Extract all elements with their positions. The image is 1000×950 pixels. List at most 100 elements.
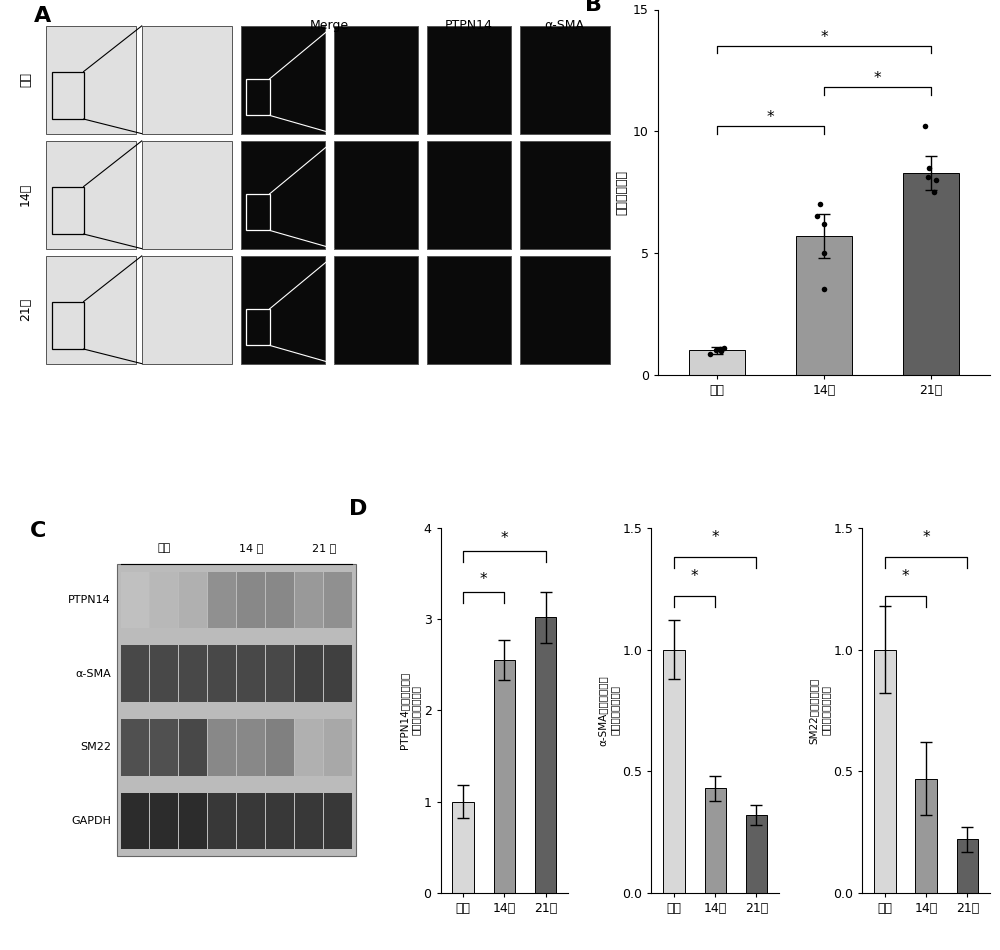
Point: [816, 245, 832, 260]
Bar: [208, 792, 236, 849]
Bar: [179, 792, 207, 849]
Bar: [117, 564, 356, 857]
Bar: [237, 792, 265, 849]
Text: *: *: [874, 71, 881, 86]
Bar: [903, 173, 959, 374]
Text: 对照: 对照: [19, 72, 32, 87]
Bar: [520, 256, 610, 364]
Point: [920, 170, 936, 185]
Bar: [324, 719, 352, 775]
Bar: [324, 645, 352, 702]
Bar: [266, 792, 294, 849]
Text: *: *: [767, 110, 774, 125]
Bar: [241, 141, 325, 249]
Text: *: *: [501, 531, 508, 546]
Text: *: *: [691, 569, 698, 584]
Bar: [427, 141, 511, 249]
Bar: [915, 779, 937, 893]
Bar: [334, 26, 418, 134]
Point: [716, 340, 732, 355]
Bar: [324, 572, 352, 628]
Bar: [150, 792, 178, 849]
Bar: [121, 719, 149, 775]
Bar: [796, 236, 852, 374]
Y-axis label: PTPN14相对蛋白水平
（相比于对照组）: PTPN14相对蛋白水平 （相比于对照组）: [399, 672, 421, 750]
Bar: [237, 572, 265, 628]
Bar: [874, 650, 896, 893]
Text: Merge: Merge: [310, 19, 349, 31]
Bar: [52, 301, 84, 349]
Bar: [452, 802, 474, 893]
Bar: [121, 792, 149, 849]
Point: [812, 197, 828, 212]
Bar: [295, 719, 323, 775]
Text: 21天: 21天: [19, 298, 32, 321]
Bar: [663, 650, 685, 893]
Bar: [179, 719, 207, 775]
Text: *: *: [480, 572, 488, 587]
Text: 14天: 14天: [19, 183, 32, 206]
Bar: [208, 719, 236, 775]
Bar: [121, 572, 149, 628]
Bar: [150, 645, 178, 702]
Point: [708, 343, 724, 358]
Point: [713, 344, 729, 359]
Text: D: D: [349, 499, 367, 519]
Text: *: *: [711, 530, 719, 545]
Text: 对照: 对照: [157, 543, 170, 554]
Bar: [295, 645, 323, 702]
Text: PTPN14: PTPN14: [445, 19, 493, 31]
Bar: [52, 186, 84, 234]
Bar: [179, 572, 207, 628]
Bar: [142, 256, 232, 364]
Bar: [520, 26, 610, 134]
Point: [702, 347, 718, 362]
Text: C: C: [30, 521, 47, 541]
Y-axis label: 相对荧光强度: 相对荧光强度: [616, 169, 629, 215]
Text: SM22: SM22: [80, 742, 111, 752]
Text: α-SMA: α-SMA: [545, 19, 585, 31]
Point: [816, 216, 832, 231]
Text: *: *: [922, 530, 930, 545]
Bar: [705, 788, 726, 893]
Bar: [237, 719, 265, 775]
Bar: [535, 618, 556, 893]
Text: *: *: [820, 29, 828, 45]
Bar: [520, 141, 610, 249]
Bar: [266, 572, 294, 628]
Bar: [295, 792, 323, 849]
Bar: [746, 815, 767, 893]
Bar: [150, 719, 178, 775]
Text: PTPN14: PTPN14: [68, 595, 111, 605]
Bar: [46, 256, 136, 364]
Text: *: *: [902, 569, 909, 584]
Bar: [246, 309, 270, 346]
Bar: [121, 645, 149, 702]
Text: B: B: [585, 0, 602, 15]
Bar: [427, 26, 511, 134]
Bar: [324, 792, 352, 849]
Y-axis label: SM22相对表达水平
（相比于对照组）: SM22相对表达水平 （相比于对照组）: [809, 677, 830, 744]
Bar: [241, 26, 325, 134]
Point: [926, 184, 942, 200]
Bar: [150, 572, 178, 628]
Bar: [208, 572, 236, 628]
Bar: [246, 194, 270, 231]
Point: [921, 161, 937, 176]
Bar: [689, 351, 745, 374]
Bar: [52, 71, 84, 119]
Point: [809, 209, 825, 224]
Bar: [237, 645, 265, 702]
Point: [917, 119, 933, 134]
Bar: [266, 645, 294, 702]
Bar: [46, 26, 136, 134]
Bar: [266, 719, 294, 775]
Bar: [494, 660, 515, 893]
Point: [928, 172, 944, 187]
Text: A: A: [34, 6, 51, 26]
Text: α-SMA: α-SMA: [75, 669, 111, 678]
Text: 14 天: 14 天: [239, 543, 263, 554]
Bar: [246, 79, 270, 115]
Bar: [208, 645, 236, 702]
Point: [816, 282, 832, 297]
